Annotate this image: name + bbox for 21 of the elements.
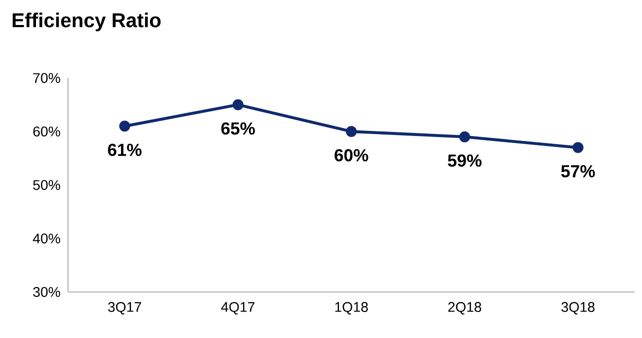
data-label: 61%: [108, 144, 142, 156]
data-label: 60%: [334, 149, 368, 162]
point: [119, 120, 130, 132]
y-tick-label: 60%: [33, 126, 60, 136]
point: [459, 131, 470, 142]
y-tick-label: 70%: [33, 73, 60, 83]
x-tick-label: 2Q18: [448, 302, 482, 314]
data-label: 57%: [561, 165, 595, 178]
y-tick-label: 40%: [32, 234, 60, 244]
y-tick-label: 30%: [33, 287, 60, 297]
x-tick-label: 3Q17: [108, 302, 142, 314]
data-label: 65%: [221, 122, 255, 135]
x-tick-label: 4Q17: [221, 302, 254, 314]
x-tick-label: 3Q18: [561, 302, 594, 314]
chart-title: Efficiency Ratio: [12, 12, 161, 32]
x-tick-label: 1Q18: [335, 302, 368, 314]
point: [346, 126, 357, 137]
data-label: 59%: [448, 154, 482, 167]
point: [232, 99, 244, 110]
y-tick-label: 50%: [33, 180, 60, 190]
point: [572, 142, 584, 154]
